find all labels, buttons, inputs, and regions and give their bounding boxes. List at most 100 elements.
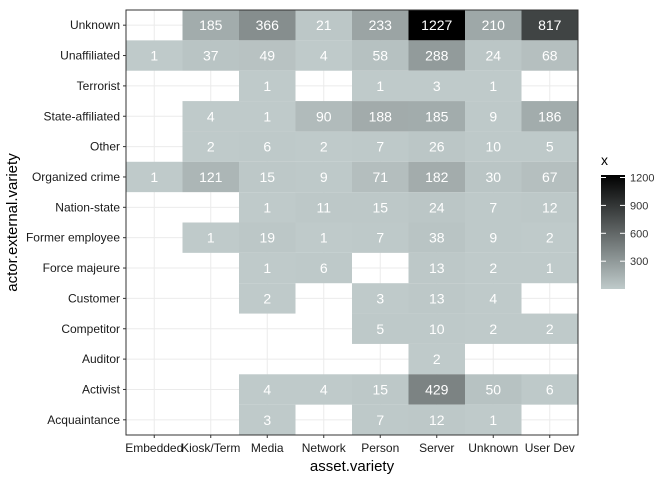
heatmap-cell [239, 70, 296, 102]
y-tick-label: Former employee [26, 231, 120, 245]
heatmap-cell [408, 343, 465, 375]
x-tick-label: Server [419, 441, 454, 455]
legend-tick-label: 1200 [630, 173, 654, 185]
cell-value-label: 817 [538, 17, 562, 33]
heatmap-cell [295, 222, 352, 253]
heatmap-cell [239, 222, 296, 253]
heatmap-cell [352, 222, 409, 253]
y-tick-label: Activist [82, 382, 121, 396]
heatmap-cell [239, 40, 296, 71]
heatmap-cell [408, 404, 465, 435]
x-tick-label: Embedded [125, 441, 183, 455]
legend-colorbar [601, 175, 625, 289]
cell-value-label: 1 [489, 412, 497, 428]
cell-value-label: 366 [256, 17, 280, 33]
legend-title: x [601, 152, 608, 168]
heatmap-cell [352, 131, 409, 162]
cell-value-label: 30 [485, 169, 501, 185]
cell-value-label: 1227 [421, 17, 452, 33]
legend-ticks: 300 600 900 1200 [601, 173, 654, 268]
cell-value-label: 50 [485, 381, 501, 397]
cell-value-label: 6 [320, 260, 328, 276]
y-tick-label: Unknown [70, 18, 120, 32]
cell-value-label: 188 [369, 108, 393, 124]
cell-value-label: 9 [320, 169, 328, 185]
heatmap-cell [408, 374, 465, 405]
cell-value-label: 10 [429, 321, 445, 337]
heatmap-cell [465, 70, 522, 102]
heatmap-cell [352, 70, 409, 102]
cell-value-label: 7 [376, 230, 384, 246]
cell-value-label: 10 [485, 139, 501, 155]
heatmap-cell [352, 374, 409, 405]
cell-value-label: 2 [546, 230, 554, 246]
heatmap-cell [239, 10, 296, 41]
heatmap-cell [521, 40, 578, 71]
heatmap-cell [465, 404, 522, 435]
cell-value-label: 7 [376, 412, 384, 428]
y-tick-label: Force majeure [43, 261, 121, 275]
cell-value-label: 185 [425, 108, 449, 124]
cell-value-label: 1 [320, 230, 328, 246]
cell-value-label: 4 [320, 381, 328, 397]
heatmap-cell [182, 10, 239, 41]
cell-value-label: 2 [207, 139, 215, 155]
heatmap-cell [521, 131, 578, 162]
heatmap-cell [352, 313, 409, 344]
heatmap-cell [521, 10, 578, 41]
y-tick-label: Auditor [82, 352, 120, 366]
heatmap-cell [408, 10, 465, 41]
cell-value-label: 3 [263, 412, 271, 428]
heatmap-cell [352, 283, 409, 314]
heatmap-cell [465, 313, 522, 344]
cell-value-label: 68 [542, 48, 558, 64]
heatmap-cell [408, 222, 465, 253]
y-axis-ticks: Unknown Unaffiliated Terrorist State-affili… [26, 18, 126, 427]
heatmap-cell [352, 40, 409, 71]
cell-value-label: 38 [429, 230, 445, 246]
heatmap-cell [521, 252, 578, 284]
cell-value-label: 4 [320, 48, 328, 64]
cell-value-label: 2 [489, 321, 497, 337]
cell-value-label: 19 [259, 230, 275, 246]
heatmap-cell [182, 161, 239, 193]
cell-value-label: 1 [546, 260, 554, 276]
heatmap-cell [126, 161, 183, 193]
cell-value-label: 429 [425, 381, 449, 397]
heatmap-cell [239, 101, 296, 132]
cell-value-label: 26 [429, 139, 445, 155]
cell-value-label: 21 [316, 17, 332, 33]
cell-value-label: 3 [433, 78, 441, 94]
panel-border [125, 9, 579, 436]
cell-value-label: 49 [259, 48, 275, 64]
cell-value-label: 5 [376, 321, 384, 337]
heatmap-cell [239, 192, 296, 223]
y-tick-label: Organized crime [32, 170, 120, 184]
cell-value-label: 12 [542, 199, 558, 215]
heatmap-cell [408, 101, 465, 132]
x-tick-label: Person [361, 441, 399, 455]
cell-value-label: 58 [372, 48, 388, 64]
legend-tick-label: 600 [630, 228, 648, 240]
cell-value-label: 12 [429, 412, 445, 428]
heatmap-cell [408, 283, 465, 314]
heatmap-cell [295, 252, 352, 284]
cell-value-label: 71 [372, 169, 388, 185]
cell-value-label: 15 [372, 199, 388, 215]
cell-value-label: 6 [546, 381, 554, 397]
heatmap-cell [465, 283, 522, 314]
heatmap-cell [521, 161, 578, 193]
heatmap-cell [352, 101, 409, 132]
heatmap-cell [408, 313, 465, 344]
cell-value-label: 4 [263, 381, 271, 397]
heatmap-cell [408, 40, 465, 71]
heatmap-cell [465, 131, 522, 162]
cell-value-label: 5 [546, 139, 554, 155]
cell-value-label: 13 [429, 290, 445, 306]
cell-value-label: 1 [263, 199, 271, 215]
cell-value-label: 6 [263, 139, 271, 155]
cell-value-label: 1 [263, 260, 271, 276]
x-tick-label: Kiosk/Term [181, 441, 240, 455]
